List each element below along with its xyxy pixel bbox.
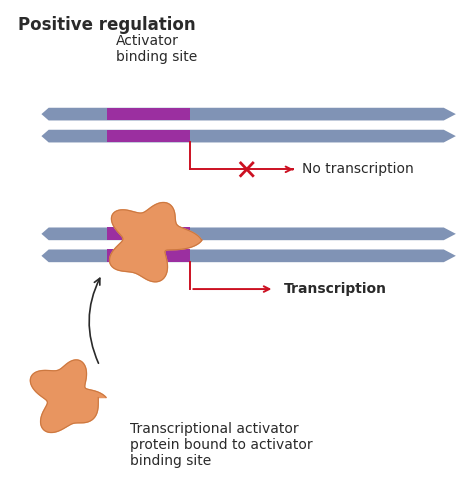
Text: Positive regulation: Positive regulation	[18, 16, 196, 34]
Text: Transcription: Transcription	[283, 282, 387, 296]
Polygon shape	[41, 130, 456, 143]
Polygon shape	[109, 202, 202, 282]
Polygon shape	[107, 249, 191, 262]
Polygon shape	[107, 130, 191, 143]
Polygon shape	[41, 228, 456, 240]
Text: Activator
binding site: Activator binding site	[116, 34, 197, 64]
Polygon shape	[41, 249, 456, 262]
Polygon shape	[107, 228, 191, 240]
Polygon shape	[41, 108, 456, 120]
Polygon shape	[30, 360, 106, 432]
Text: Transcriptional activator
protein bound to activator
binding site: Transcriptional activator protein bound …	[130, 422, 312, 468]
Polygon shape	[107, 108, 191, 120]
Text: No transcription: No transcription	[302, 163, 414, 176]
